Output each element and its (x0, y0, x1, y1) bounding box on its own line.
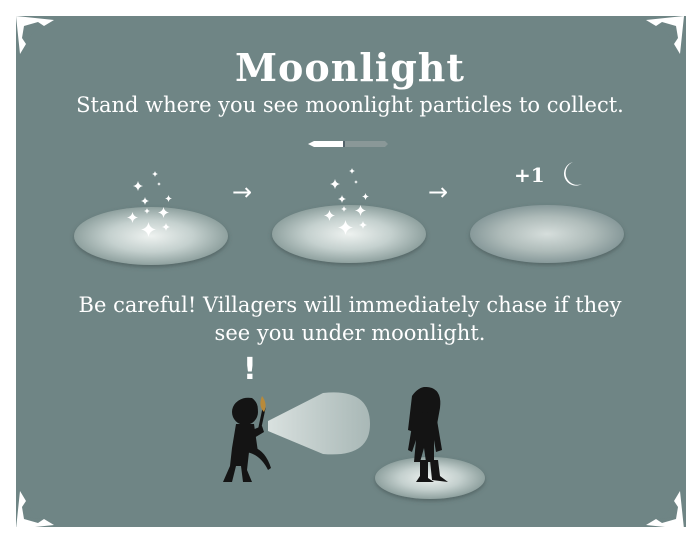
player-character (223, 396, 271, 482)
collect-progress-bar (308, 141, 388, 147)
corner-ornament-top-right (646, 16, 684, 54)
arrow-right-icon: → (232, 178, 253, 206)
moonlight-spot-villager (375, 457, 485, 499)
corner-ornament-bottom-right (646, 491, 684, 529)
moonlight-spot-step-2 (272, 168, 426, 263)
villager-character (408, 387, 448, 482)
corner-ornament-bottom-left (16, 491, 54, 529)
corner-ornament-top-left (16, 16, 54, 54)
warning-line-2: see you under moonlight. (214, 321, 486, 345)
arrow-right-icon: → (428, 178, 449, 206)
flashlight-beam (268, 392, 370, 455)
moonlight-spot-step-1 (74, 171, 228, 265)
alert-exclamation-icon: ! (243, 352, 257, 387)
moon-icon (563, 162, 582, 186)
warning-text: Be careful! Villagers will immediately c… (50, 291, 650, 347)
moonlight-spot-step-3 (470, 205, 624, 263)
reward-text: +1 (514, 163, 545, 187)
instruction-text: Stand where you see moonlight particles … (76, 93, 624, 117)
warning-line-1: Be careful! Villagers will immediately c… (78, 293, 622, 317)
page-title: Moonlight (234, 45, 465, 90)
